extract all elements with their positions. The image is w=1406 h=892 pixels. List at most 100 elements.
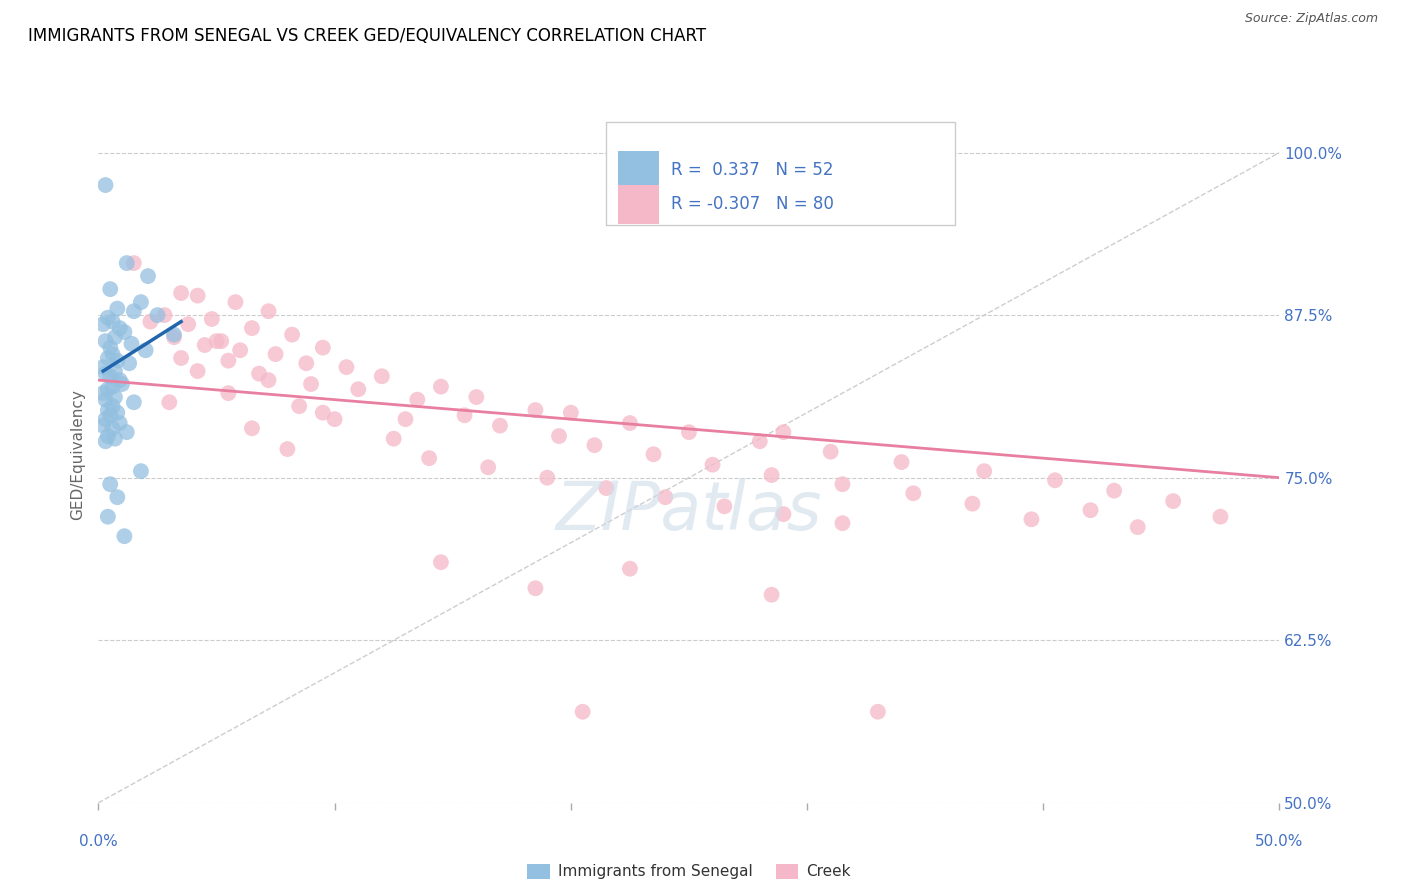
Point (217, 386, 239, 401)
Text: R =  0.337   N = 52: R = 0.337 N = 52 (671, 161, 834, 178)
Point (323, 412, 346, 426)
Point (98, 477, 121, 491)
Point (702, 458, 724, 472)
Point (418, 451, 440, 466)
Point (91, 360, 114, 375)
Point (101, 421, 124, 435)
Point (98, 282, 121, 296)
Point (264, 347, 287, 361)
Point (831, 516, 853, 531)
Point (761, 588, 783, 602)
Point (101, 347, 124, 361)
Point (288, 399, 311, 413)
Point (571, 705, 593, 719)
Point (122, 395, 145, 409)
Legend: Immigrants from Senegal, Creek: Immigrants from Senegal, Creek (522, 857, 856, 886)
Point (97, 310, 120, 325)
Point (121, 336, 143, 351)
Point (94, 412, 117, 426)
Point (108, 373, 131, 387)
Point (406, 392, 429, 407)
Point (524, 581, 547, 595)
Point (299, 377, 322, 392)
Point (866, 705, 889, 719)
Point (112, 325, 135, 339)
Point (129, 464, 152, 478)
Point (104, 364, 127, 378)
Point (157, 395, 180, 409)
Point (115, 256, 138, 270)
Point (187, 364, 209, 378)
Point (153, 308, 176, 322)
Point (105, 490, 128, 504)
Point (201, 312, 224, 326)
Point (312, 406, 335, 420)
Point (91, 317, 114, 331)
Point (257, 304, 280, 318)
Point (831, 477, 853, 491)
Point (122, 304, 145, 318)
Y-axis label: GED/Equivalency: GED/Equivalency (70, 390, 86, 520)
Point (619, 416, 641, 430)
Point (115, 425, 138, 439)
Point (139, 315, 162, 329)
Point (101, 315, 124, 329)
Text: 0.0%: 0.0% (79, 834, 118, 849)
Point (94, 178, 117, 192)
Point (465, 390, 488, 404)
FancyBboxPatch shape (619, 151, 659, 189)
Point (295, 356, 318, 370)
Point (135, 343, 157, 358)
Point (163, 330, 186, 344)
Point (1102, 483, 1125, 498)
Point (453, 409, 475, 423)
Point (748, 434, 770, 449)
Point (713, 500, 735, 514)
Point (595, 481, 617, 495)
Point (257, 373, 280, 387)
Point (654, 490, 676, 504)
Point (108, 321, 131, 335)
Point (98, 409, 121, 423)
Point (205, 334, 228, 348)
Point (281, 327, 304, 342)
FancyBboxPatch shape (619, 186, 659, 224)
Point (177, 317, 200, 331)
Point (112, 529, 135, 543)
Point (382, 432, 405, 446)
Text: R = -0.307   N = 80: R = -0.307 N = 80 (671, 195, 834, 213)
Point (98, 341, 121, 355)
Point (772, 425, 794, 439)
Point (477, 460, 499, 475)
Point (489, 418, 512, 433)
Point (94, 392, 117, 407)
Point (247, 367, 270, 381)
Point (619, 562, 641, 576)
Point (97, 429, 120, 443)
Point (129, 295, 152, 310)
Point (104, 432, 127, 446)
Point (111, 377, 134, 392)
Point (560, 406, 582, 420)
Point (97, 382, 120, 396)
Point (97, 403, 120, 417)
Point (678, 425, 700, 439)
Point (104, 390, 127, 404)
Point (146, 308, 169, 322)
Point (101, 379, 124, 393)
Point (94, 434, 117, 449)
Text: 50.0%: 50.0% (1256, 834, 1303, 849)
Point (170, 351, 193, 365)
Point (524, 403, 547, 417)
Point (97, 509, 120, 524)
Point (1209, 509, 1232, 524)
Point (104, 330, 127, 344)
Point (430, 555, 453, 569)
Point (108, 416, 131, 430)
Point (890, 455, 912, 469)
Point (94, 367, 117, 381)
Point (136, 269, 159, 284)
Point (347, 382, 370, 396)
Point (194, 338, 217, 352)
Point (1080, 503, 1102, 517)
